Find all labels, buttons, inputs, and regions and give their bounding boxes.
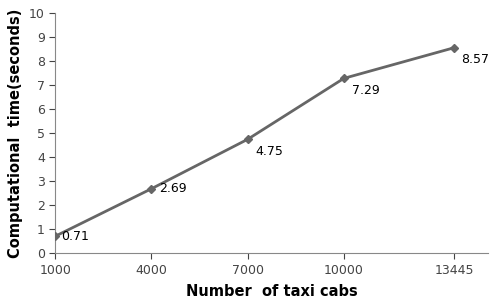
Text: 8.57: 8.57	[461, 53, 489, 66]
Text: 2.69: 2.69	[160, 182, 187, 195]
Y-axis label: Computational  time(seconds): Computational time(seconds)	[8, 9, 24, 258]
Text: 7.29: 7.29	[352, 84, 380, 97]
Text: 0.71: 0.71	[62, 230, 90, 243]
X-axis label: Number  of taxi cabs: Number of taxi cabs	[186, 284, 358, 299]
Text: 4.75: 4.75	[256, 145, 283, 158]
